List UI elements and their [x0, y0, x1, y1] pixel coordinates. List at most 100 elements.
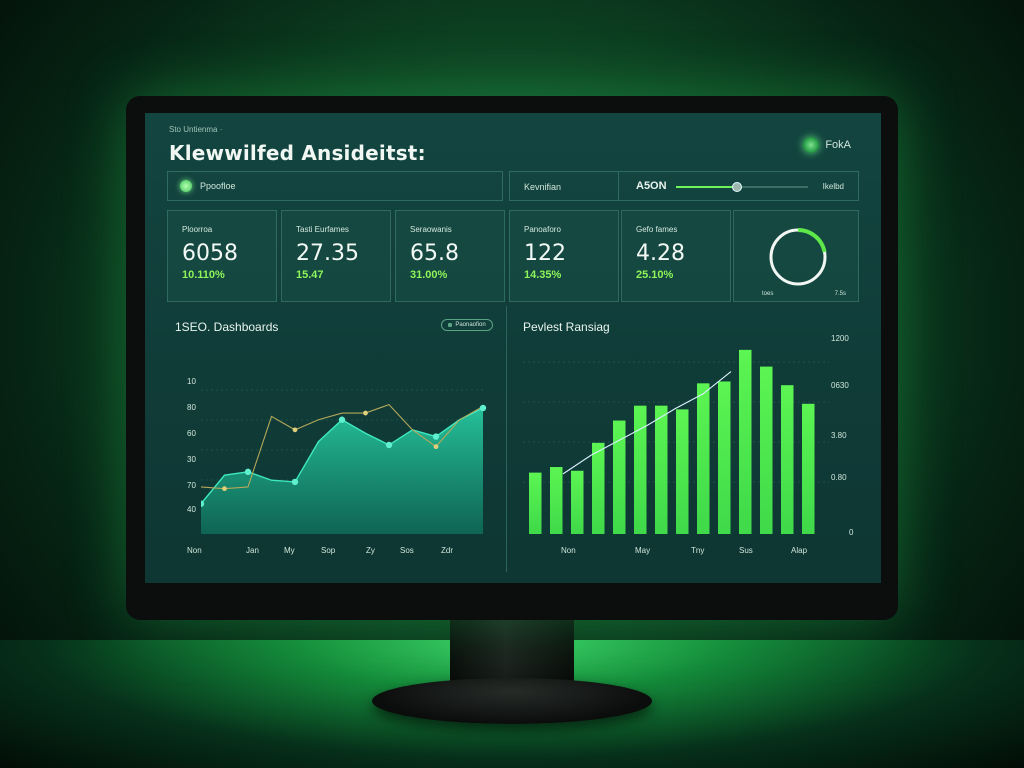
kpi-delta: 15.47 [296, 269, 324, 281]
area-data-point[interactable] [385, 441, 393, 449]
y-tick: 3.80 [831, 431, 847, 440]
page-title: Klewwilfed Ansideitst: [169, 141, 426, 165]
slider-handle[interactable] [731, 182, 742, 192]
y-tick: 70 [187, 481, 196, 490]
slider-label: A5ON [636, 180, 667, 192]
status-icon [180, 180, 192, 192]
bar-chart-panel: Pevlest Ransiag 1200 0630 3.80 0.80 0 No… [509, 306, 881, 572]
bar[interactable] [676, 409, 689, 534]
area-data-point[interactable] [291, 478, 299, 486]
kpi-label: Gefo fames [636, 225, 678, 234]
secondary-data-point[interactable] [433, 444, 439, 450]
area-data-point[interactable] [338, 416, 346, 423]
bar-chart [523, 349, 829, 534]
kpi-value: 4.28 [636, 241, 685, 266]
y-tick: 40 [187, 505, 196, 514]
trend-line [562, 371, 732, 475]
area-data-point[interactable] [244, 468, 252, 476]
kpi-delta: 31.00% [410, 269, 448, 281]
kpi-card[interactable]: Tasti Eurfames 27.35 15.47 [281, 210, 391, 302]
gauge-card[interactable]: toes 7.5s [733, 210, 859, 302]
secondary-data-point[interactable] [292, 427, 298, 433]
control-label[interactable]: Kevnifian [524, 182, 562, 192]
bar[interactable] [592, 442, 605, 534]
kpi-card[interactable]: Seraowanis 65.8 31.00% [395, 210, 505, 302]
bar[interactable] [634, 405, 647, 534]
bar[interactable] [697, 383, 710, 534]
y-tick: 10 [187, 377, 196, 386]
panel-title: 1SEO. Dashboards [175, 320, 279, 334]
area-series-fill [201, 408, 483, 534]
kpi-card[interactable]: Panoaforo 122 14.35% [509, 210, 619, 302]
bar[interactable] [529, 472, 542, 534]
x-tick: Zdr [441, 546, 453, 555]
area-data-point[interactable] [479, 404, 487, 412]
slider-fill [676, 186, 737, 188]
panel-title: Pevlest Ransiag [523, 320, 610, 334]
y-tick: 1200 [831, 334, 849, 343]
monitor-stand-neck [450, 615, 574, 687]
control-end-label[interactable]: Ikelbd [822, 182, 844, 191]
kpi-value: 122 [524, 241, 566, 266]
bar[interactable] [613, 420, 626, 534]
gauge-left-label: toes [762, 291, 774, 297]
kpi-label: Panoaforo [524, 225, 561, 234]
kpi-label: Ploorroa [182, 225, 213, 234]
x-tick: Non [187, 546, 202, 555]
y-tick: 80 [187, 403, 196, 412]
bar[interactable] [718, 381, 731, 534]
y-tick: 60 [187, 429, 196, 438]
panel-tag-label: Paonaofion [455, 322, 486, 328]
bar[interactable] [781, 385, 794, 534]
kpi-label: Seraowanis [410, 225, 452, 234]
y-tick: 0630 [831, 381, 849, 390]
x-tick: Sus [739, 546, 753, 555]
bar[interactable] [571, 470, 584, 534]
kpi-delta: 14.35% [524, 269, 562, 281]
area-data-point[interactable] [201, 500, 205, 507]
filter-bar[interactable]: Ppoofloe [167, 171, 503, 201]
x-tick: Jan [246, 546, 259, 555]
x-tick: Zy [366, 546, 375, 555]
area-data-point[interactable] [432, 433, 440, 440]
x-tick: May [635, 546, 651, 555]
filter-label: Ppoofloe [200, 181, 236, 191]
area-chart [201, 389, 487, 534]
x-tick: Sop [321, 546, 336, 555]
breadcrumb[interactable]: Sto Untienma · [169, 125, 223, 134]
bar[interactable] [802, 403, 815, 534]
y-tick: 0 [849, 528, 854, 537]
kpi-card[interactable]: Gefo fames 4.28 25.10% [621, 210, 731, 302]
y-tick: 0.80 [831, 473, 847, 482]
x-tick: Non [561, 546, 576, 555]
secondary-data-point[interactable] [222, 486, 227, 492]
brand[interactable]: FokA [803, 137, 851, 153]
x-tick: Tny [691, 546, 705, 555]
kpi-delta: 25.10% [636, 269, 674, 281]
x-tick: My [284, 546, 295, 555]
monitor-stand-base [372, 678, 652, 724]
area-chart-panel: 1SEO. Dashboards Paonaofion 10 80 60 30 … [149, 306, 507, 572]
kpi-value: 6058 [182, 241, 238, 266]
panel-tag-button[interactable]: Paonaofion [441, 319, 493, 331]
x-tick: Sos [400, 546, 414, 555]
bar[interactable] [739, 349, 752, 534]
tag-icon [448, 323, 453, 327]
kpi-label: Tasti Eurfames [296, 225, 349, 234]
bar[interactable] [760, 366, 773, 534]
brand-name: FokA [825, 139, 851, 151]
bar[interactable] [655, 405, 668, 534]
secondary-data-point[interactable] [363, 410, 368, 416]
bar[interactable] [550, 467, 563, 534]
control-bar: Kevnifian A5ON Ikelbd [509, 171, 859, 201]
kpi-value: 27.35 [296, 241, 359, 266]
kpi-card[interactable]: Ploorroa 6058 10.110% [167, 210, 277, 302]
kpi-value: 65.8 [410, 241, 459, 266]
y-tick: 30 [187, 455, 196, 464]
x-tick: Alap [791, 546, 808, 555]
range-slider[interactable] [676, 182, 808, 192]
gauge-arc [769, 228, 827, 286]
dashboard-screen: Sto Untienma · Klewwilfed Ansideitst: Fo… [145, 113, 881, 583]
gauge-right-label: 7.5s [834, 291, 846, 297]
divider [618, 172, 619, 200]
